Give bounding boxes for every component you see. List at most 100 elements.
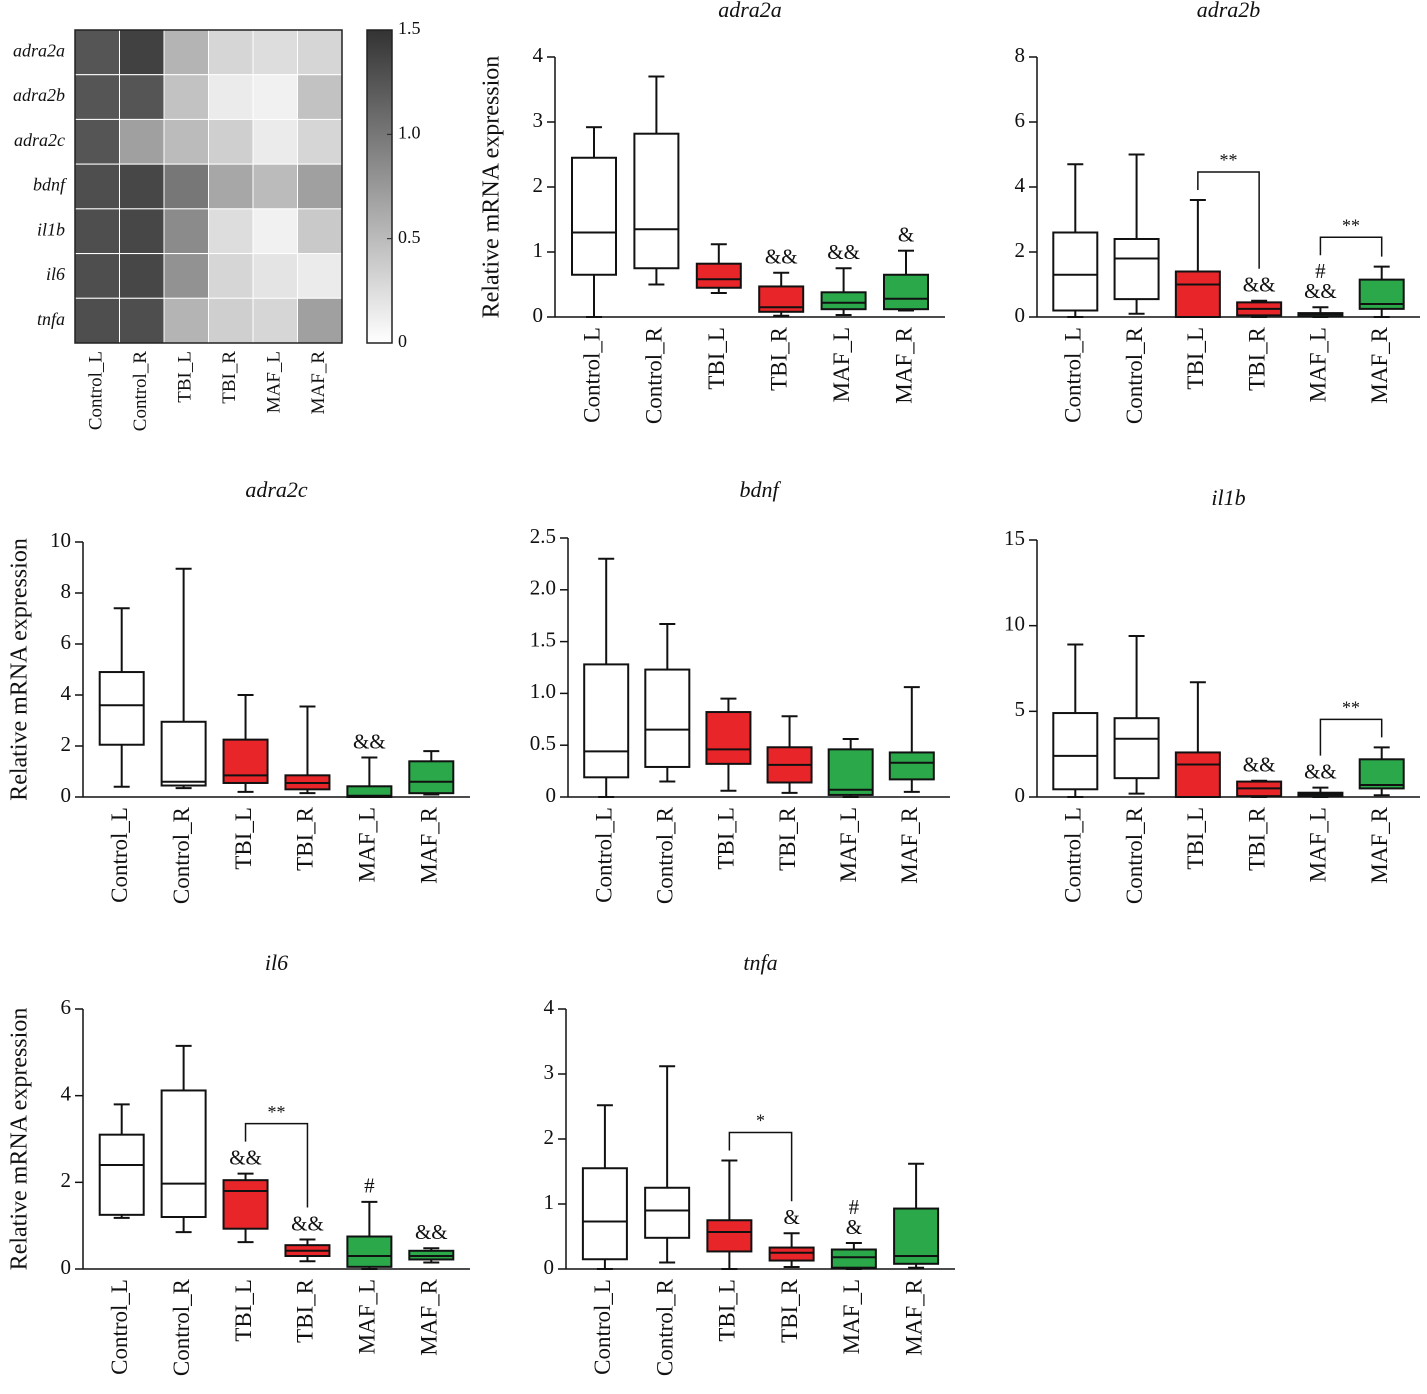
heatmap-cell <box>297 29 343 76</box>
box <box>830 1248 877 1269</box>
box <box>408 760 455 795</box>
heatmap-cell <box>208 208 254 255</box>
x-tick-label: Control_L <box>590 1279 615 1375</box>
y-tick-label: 1.5 <box>530 627 556 651</box>
heatmap-cell <box>74 163 120 210</box>
box <box>888 751 935 781</box>
y-tick-label: 0 <box>1015 303 1026 327</box>
chart-title: bdnf <box>739 477 781 502</box>
heatmap-cell <box>252 163 298 210</box>
x-tick-label: MAF_R <box>1367 326 1392 403</box>
x-tick-label: MAF_R <box>1367 806 1392 883</box>
y-tick-label: 2 <box>61 1168 72 1192</box>
x-tick-label: Control_L <box>1061 327 1086 423</box>
annotation: && <box>229 1145 262 1169</box>
box <box>1113 238 1160 301</box>
column-label: MAF_L <box>264 351 285 413</box>
heatmap-cell <box>119 29 165 76</box>
y-tick-label: 4 <box>1015 173 1026 197</box>
y-tick-label: 2 <box>1015 238 1026 262</box>
x-tick-label: MAF_L <box>355 807 380 882</box>
significance-bracket <box>1319 236 1383 257</box>
box <box>1174 270 1221 318</box>
x-tick-label: TBI_R <box>1244 806 1269 871</box>
box <box>1358 758 1405 790</box>
column-label: TBI_R <box>219 351 240 404</box>
heatmap-cell <box>297 208 343 255</box>
heatmap-cell <box>163 253 209 299</box>
y-axis-label: Relative mRNA expression <box>479 56 505 319</box>
y-tick-label: 4 <box>544 995 555 1019</box>
annotation: # <box>849 1195 860 1219</box>
y-tick-label: 2 <box>544 1125 555 1149</box>
y-tick-label: 2.0 <box>530 576 556 600</box>
chart-title: il1b <box>1211 485 1245 510</box>
x-tick-label: MAF_L <box>839 1279 864 1354</box>
box <box>222 1179 269 1230</box>
box <box>571 156 617 276</box>
box <box>98 671 145 746</box>
column-label: MAF_R <box>308 351 329 415</box>
y-axis-label: Relative mRNA expression <box>7 538 33 801</box>
x-tick-label: TBI_L <box>1183 807 1208 870</box>
heatmap-cell <box>297 253 343 299</box>
chart-title: adra2a <box>718 0 782 22</box>
chart-title: tnfa <box>743 950 777 975</box>
y-axis-label: Relative mRNA expression <box>7 1008 33 1271</box>
heatmap-cell <box>297 297 343 344</box>
annotation: && <box>1243 753 1276 777</box>
colorbar-tick-label: 1.0 <box>398 122 421 142</box>
x-tick-label: Control_L <box>591 807 616 903</box>
y-tick-label: 6 <box>61 995 72 1019</box>
colorbar <box>366 29 393 344</box>
heatmap-cell <box>119 163 165 210</box>
x-tick-label: MAF_R <box>901 1278 926 1355</box>
y-tick-label: 8 <box>1015 43 1026 67</box>
annotation: & <box>898 223 914 247</box>
y-tick-label: 0.5 <box>530 731 556 755</box>
y-tick-label: 15 <box>1004 526 1025 550</box>
box <box>768 1246 815 1262</box>
bracket-label: ** <box>1342 697 1360 717</box>
x-tick-label: MAF_L <box>836 807 861 882</box>
y-tick-label: 1.0 <box>530 679 556 703</box>
box <box>705 711 752 765</box>
x-tick-label: Control_R <box>652 1278 677 1376</box>
box <box>160 720 207 787</box>
annotation: # <box>1315 259 1326 283</box>
box <box>706 1219 753 1253</box>
box <box>633 132 680 270</box>
row-label: adra2b <box>13 85 65 105</box>
box <box>827 748 874 796</box>
annotation: && <box>415 1220 448 1244</box>
column-label: Control_R <box>130 351 151 432</box>
heatmap-cell <box>163 163 209 210</box>
box <box>644 1186 691 1239</box>
box <box>893 1207 940 1265</box>
bracket-label: ** <box>1220 150 1238 170</box>
heatmap-cell <box>119 297 165 344</box>
box <box>98 1133 145 1216</box>
y-tick-label: 1 <box>533 238 544 262</box>
heatmap-cell <box>74 297 120 344</box>
y-tick-label: 6 <box>1015 108 1026 132</box>
box <box>820 291 867 311</box>
heatmap-cell <box>163 29 209 76</box>
box <box>346 1235 393 1268</box>
box <box>581 1167 628 1261</box>
y-tick-label: 3 <box>533 108 544 132</box>
heatmap-cell <box>119 118 165 165</box>
x-tick-label: MAF_L <box>1306 327 1331 402</box>
x-tick-label: MAF_R <box>417 1278 442 1355</box>
box <box>1113 717 1160 780</box>
heatmap-cell <box>252 253 298 299</box>
significance-bracket <box>728 1131 793 1202</box>
box <box>695 262 742 289</box>
heatmap-cell <box>119 208 165 255</box>
annotation: && <box>1243 273 1276 297</box>
chart-title: adra2b <box>1197 0 1261 22</box>
x-tick-label: TBI_R <box>293 806 318 871</box>
heatmap-cell <box>297 118 343 165</box>
y-tick-label: 8 <box>61 579 72 603</box>
y-tick-label: 0 <box>546 783 557 807</box>
